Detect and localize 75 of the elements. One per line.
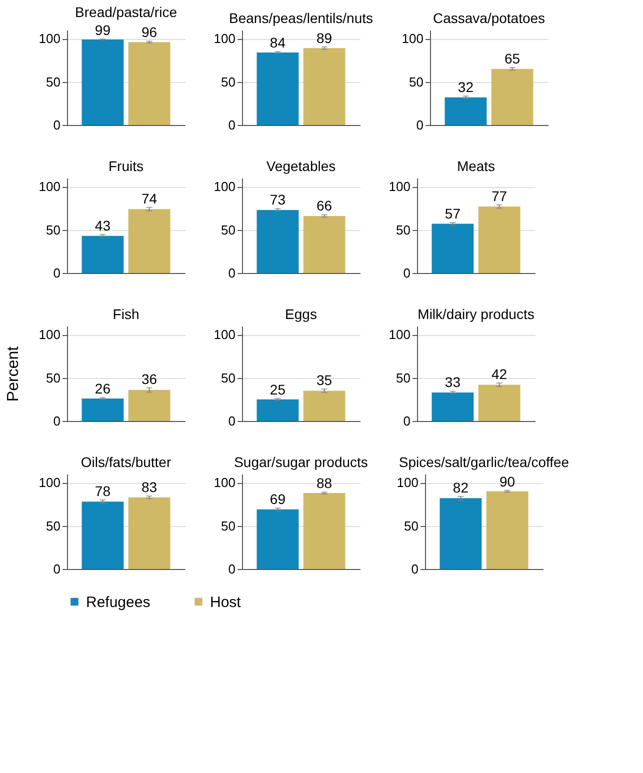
y-tick-label: 100 — [38, 327, 60, 342]
y-tick-label: 0 — [53, 414, 60, 428]
y-tick-label: 0 — [228, 266, 236, 280]
y-tick-label: 100 — [38, 179, 60, 194]
data-label: 90 — [500, 473, 516, 490]
legend-label: Host — [210, 594, 242, 611]
y-tick-label: 0 — [411, 562, 418, 576]
data-label: 43 — [94, 218, 111, 234]
legend-label: Refugees — [86, 594, 150, 611]
y-tick-label: 50 — [221, 518, 236, 534]
data-label: 69 — [270, 491, 286, 508]
y-tick-label: 0 — [228, 118, 236, 132]
y-tick-label: 100 — [402, 31, 424, 46]
data-label: 36 — [142, 370, 158, 387]
data-label: 35 — [316, 372, 332, 388]
y-tick-label: 100 — [214, 31, 236, 46]
chart-title: Bread/pasta/rice — [75, 4, 178, 20]
data-label: 73 — [270, 192, 286, 208]
y-tick-label: 50 — [404, 518, 418, 534]
y-tick-label: 50 — [396, 370, 410, 386]
y-tick-label: 50 — [409, 74, 424, 90]
y-tick-label: 100 — [214, 475, 236, 490]
data-label: 42 — [492, 366, 508, 382]
y-tick-label: 0 — [403, 414, 410, 428]
chart-title: Sugar/sugar products — [234, 454, 368, 470]
data-label: 33 — [444, 374, 461, 390]
y-tick-label: 100 — [38, 475, 60, 490]
data-label: 96 — [142, 24, 158, 40]
data-label: 57 — [444, 205, 461, 222]
y-tick-label: 50 — [221, 222, 236, 238]
y-axis-title: Percent — [4, 346, 22, 402]
chart-title: Fish — [112, 306, 140, 322]
y-tick-label: 100 — [388, 327, 410, 342]
data-label: 66 — [316, 198, 332, 214]
data-label: 65 — [504, 50, 520, 67]
y-tick-label: 0 — [416, 118, 424, 132]
chart-title: Milk/dairy products — [418, 306, 534, 322]
chart-title: Vegetables — [266, 158, 336, 174]
data-label: 77 — [492, 188, 508, 204]
data-label: 78 — [94, 482, 111, 499]
chart-title: Eggs — [285, 306, 317, 322]
chart-title: Oils/fats/butter — [80, 454, 172, 470]
y-tick-label: 50 — [46, 518, 60, 534]
y-tick-label: 0 — [53, 562, 60, 576]
y-tick-label: 50 — [221, 74, 236, 90]
y-tick-label: 0 — [53, 266, 60, 280]
y-tick-label: 0 — [53, 118, 60, 132]
y-tick-label: 0 — [228, 414, 236, 428]
y-tick-label: 0 — [228, 562, 236, 576]
data-label: 26 — [94, 380, 111, 397]
data-label: 32 — [458, 79, 474, 96]
chart-title: Fruits — [108, 158, 144, 174]
data-label: 74 — [142, 190, 158, 206]
y-tick-label: 100 — [38, 31, 60, 46]
chart-title: Cassava/potatoes — [432, 10, 546, 26]
y-tick-label: 50 — [46, 370, 60, 386]
y-tick-label: 100 — [396, 475, 418, 490]
data-label: 88 — [316, 475, 332, 492]
data-label: 89 — [316, 30, 332, 46]
y-tick-label: 50 — [46, 74, 60, 90]
data-label: 83 — [142, 479, 158, 496]
y-tick-label: 100 — [214, 327, 236, 342]
chart-title: Meats — [456, 158, 496, 174]
chart-title: Beans/peas/lentils/nuts — [229, 10, 373, 26]
chart-title: Spices/salt/garlic/tea/coffee — [398, 454, 570, 470]
data-label: 84 — [270, 34, 286, 51]
y-tick-label: 0 — [403, 266, 410, 280]
data-label: 25 — [270, 382, 286, 398]
data-label: 99 — [94, 22, 111, 38]
y-tick-label: 100 — [214, 179, 236, 194]
y-tick-label: 100 — [388, 179, 410, 194]
y-tick-label: 50 — [221, 370, 236, 386]
y-tick-label: 50 — [396, 222, 410, 238]
data-label: 82 — [452, 479, 469, 496]
y-tick-label: 50 — [46, 222, 60, 238]
